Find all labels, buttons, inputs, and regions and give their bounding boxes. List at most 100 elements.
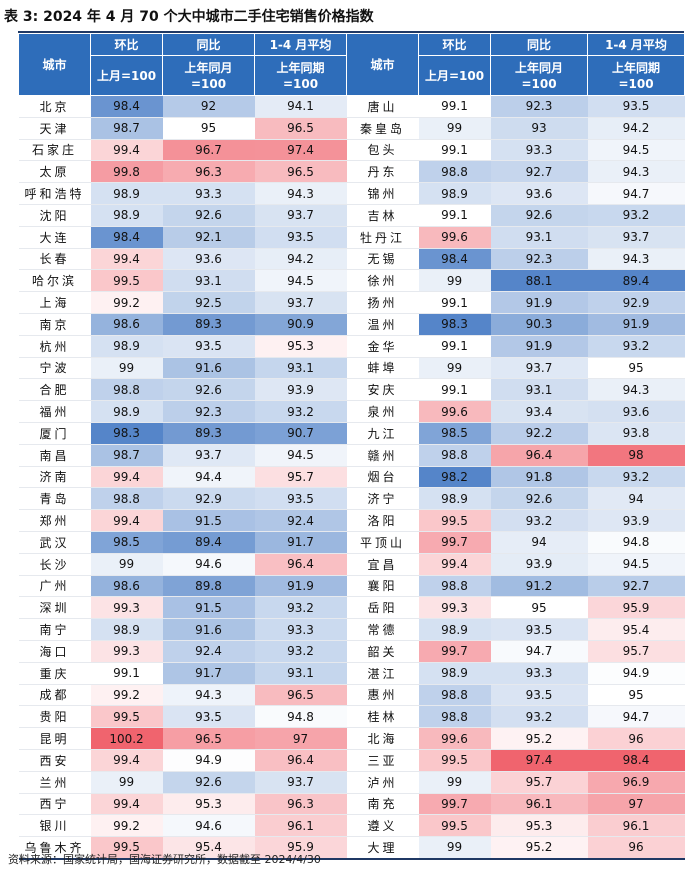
yoy-cell: 93.3 [162, 182, 255, 205]
mom-cell: 98.8 [418, 684, 491, 707]
mom-cell: 99.5 [90, 705, 163, 729]
city-cell: 南宁 [18, 618, 91, 641]
header-yoy-left: 同比 [162, 33, 255, 56]
mom-cell: 99.6 [418, 400, 491, 423]
city-cell: 青岛 [18, 487, 91, 511]
city-cell: 惠州 [346, 684, 419, 707]
table-row: 海口 99.3 92.4 93.2 韶关 99.7 94.7 95.7 [18, 640, 685, 663]
ytd-cell: 93.6 [587, 400, 685, 423]
city-cell: 九江 [346, 422, 419, 445]
ytd-cell: 93.5 [254, 487, 347, 511]
table-row: 西宁 99.4 95.3 96.3 南充 99.7 96.1 97 [18, 793, 685, 816]
table-row: 哈尔滨 99.5 93.1 94.5 徐州 99 88.1 89.4 [18, 269, 685, 293]
city-cell: 郑州 [18, 509, 91, 532]
yoy-cell: 93.2 [490, 705, 588, 729]
city-cell: 南充 [346, 793, 419, 816]
ytd-cell: 92.7 [587, 575, 685, 598]
table-row: 成都 99.2 94.3 96.5 惠州 98.8 93.5 95 [18, 684, 685, 707]
mom-cell: 98.8 [418, 575, 491, 598]
ytd-cell: 93.7 [254, 204, 347, 227]
yoy-cell: 96.3 [162, 160, 255, 184]
table-row: 南京 98.6 89.3 90.9 温州 98.3 90.3 91.9 [18, 313, 685, 336]
ytd-cell: 94.5 [587, 553, 685, 576]
table-row: 乌鲁木齐 99.5 95.4 95.9 大理 99 95.2 96 [18, 836, 685, 860]
ytd-cell: 96 [587, 836, 685, 860]
city-cell: 唐山 [346, 95, 419, 118]
city-cell: 武汉 [18, 531, 91, 554]
yoy-cell: 93.3 [490, 139, 588, 162]
ytd-cell: 95.4 [587, 618, 685, 641]
mom-cell: 98.8 [418, 705, 491, 729]
ytd-cell: 96.5 [254, 684, 347, 707]
city-cell: 上海 [18, 291, 91, 314]
ytd-cell: 94.9 [587, 662, 685, 685]
mom-cell: 98.9 [418, 487, 491, 511]
mom-cell: 99 [418, 269, 491, 293]
yoy-cell: 93.4 [490, 400, 588, 423]
mom-cell: 99.1 [418, 95, 491, 118]
mom-cell: 98.6 [90, 313, 163, 336]
ytd-cell: 95.7 [587, 640, 685, 663]
city-cell: 秦皇岛 [346, 117, 419, 140]
yoy-cell: 93.1 [162, 269, 255, 293]
yoy-cell: 92.3 [490, 95, 588, 118]
header-ytd-base-right: 上年同期 =100 [587, 55, 685, 96]
table-row: 重庆 99.1 91.7 93.1 湛江 98.9 93.3 94.9 [18, 662, 685, 685]
yoy-cell: 96.5 [162, 727, 255, 750]
header-yoy-right: 同比 [490, 33, 588, 56]
table-row: 西安 99.4 94.9 96.4 三亚 99.5 97.4 98.4 [18, 749, 685, 772]
yoy-cell: 96.7 [162, 139, 255, 162]
ytd-cell: 96.1 [587, 814, 685, 838]
ytd-cell: 98 [587, 444, 685, 467]
ytd-cell: 90.7 [254, 422, 347, 445]
mom-cell: 98.9 [90, 618, 163, 641]
ytd-cell: 94.3 [587, 378, 685, 402]
mom-cell: 99.1 [418, 204, 491, 227]
city-cell: 合肥 [18, 378, 91, 402]
price-index-table: 城市 环比 同比 1-4 月平均 城市 环比 同比 1-4 月平均 上月=100… [18, 33, 685, 860]
mom-cell: 98.9 [90, 400, 163, 423]
city-cell: 长春 [18, 248, 91, 271]
mom-cell: 99.1 [418, 335, 491, 358]
table-row: 长沙 99 94.6 96.4 宜昌 99.4 93.9 94.5 [18, 553, 685, 576]
mom-cell: 98.4 [90, 95, 163, 118]
yoy-cell: 92.2 [490, 422, 588, 445]
ytd-cell: 96.4 [254, 749, 347, 772]
city-cell: 西宁 [18, 793, 91, 816]
yoy-cell: 91.7 [162, 662, 255, 685]
city-cell: 岳阳 [346, 596, 419, 620]
ytd-cell: 93.2 [587, 204, 685, 227]
ytd-cell: 93.1 [254, 357, 347, 380]
ytd-cell: 96 [587, 727, 685, 750]
city-cell: 重庆 [18, 662, 91, 685]
ytd-cell: 96.5 [254, 160, 347, 184]
yoy-cell: 96.4 [490, 444, 588, 467]
mom-cell: 98.3 [90, 422, 163, 445]
mom-cell: 100.2 [90, 727, 163, 750]
city-cell: 无锡 [346, 248, 419, 271]
table-row: 南宁 98.9 91.6 93.3 常德 98.9 93.5 95.4 [18, 618, 685, 641]
mom-cell: 99.4 [418, 553, 491, 576]
ytd-cell: 97.4 [254, 139, 347, 162]
yoy-cell: 92.5 [162, 291, 255, 314]
ytd-cell: 98.4 [587, 749, 685, 772]
city-cell: 襄阳 [346, 575, 419, 598]
yoy-cell: 91.8 [490, 466, 588, 489]
city-cell: 湛江 [346, 662, 419, 685]
header-mom-left: 环比 [90, 33, 163, 56]
yoy-cell: 94.6 [162, 553, 255, 576]
city-cell: 洛阳 [346, 509, 419, 532]
ytd-cell: 95.3 [254, 335, 347, 358]
header-yoy-base-line2: =100 [190, 76, 227, 91]
yoy-cell: 92 [162, 95, 255, 118]
table-row: 上海 99.2 92.5 93.7 扬州 99.1 91.9 92.9 [18, 291, 685, 314]
ytd-cell: 93.5 [254, 226, 347, 249]
table-row: 天津 98.7 95 96.5 秦皇岛 99 93 94.2 [18, 117, 685, 140]
mom-cell: 99.5 [90, 269, 163, 293]
yoy-cell: 95.2 [490, 836, 588, 860]
ytd-cell: 94.5 [254, 269, 347, 293]
yoy-cell: 92.6 [490, 204, 588, 227]
ytd-cell: 93.2 [254, 640, 347, 663]
ytd-cell: 93.1 [254, 662, 347, 685]
yoy-cell: 91.5 [162, 509, 255, 532]
